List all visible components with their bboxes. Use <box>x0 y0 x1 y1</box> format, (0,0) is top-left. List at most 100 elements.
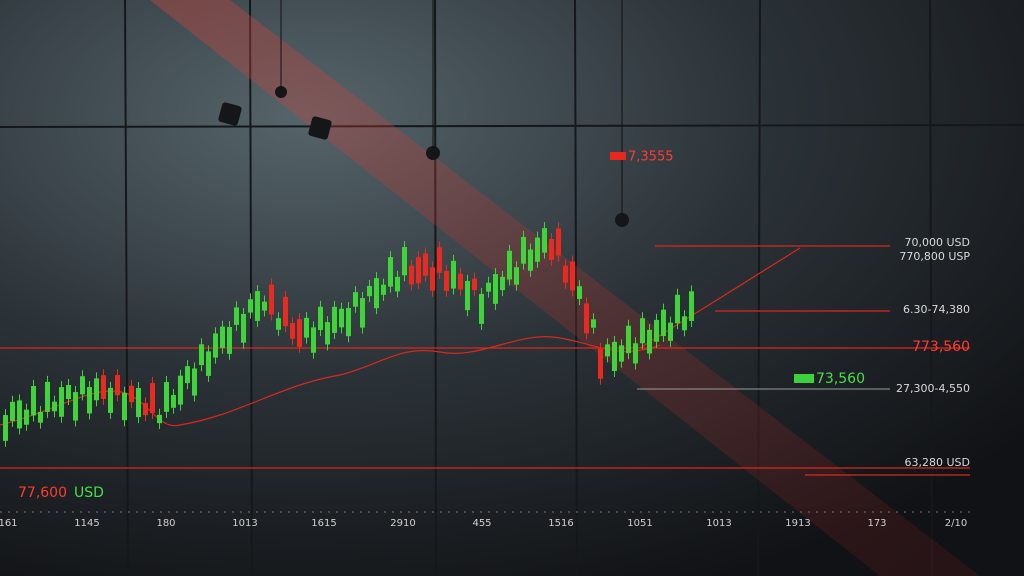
candle <box>45 381 50 412</box>
candle <box>31 386 36 416</box>
candle <box>150 383 155 413</box>
candle <box>374 278 379 309</box>
candle <box>24 409 29 425</box>
candle <box>262 301 267 311</box>
candle <box>101 375 106 399</box>
candle <box>563 265 568 283</box>
candle <box>192 368 197 396</box>
candle <box>178 375 183 405</box>
level-lines <box>0 245 970 476</box>
candle <box>199 344 204 366</box>
candle <box>577 286 582 300</box>
candle <box>10 401 15 421</box>
candle <box>430 267 435 291</box>
candle <box>423 253 428 276</box>
candle <box>395 276 400 292</box>
x-label: 161 <box>0 518 18 529</box>
x-label: 2/10 <box>945 518 967 529</box>
candle <box>269 284 274 315</box>
candle <box>570 261 575 291</box>
candle <box>675 294 680 324</box>
candle <box>626 325 631 354</box>
x-label: 180 <box>156 518 175 529</box>
candle <box>451 260 456 289</box>
candle <box>80 376 85 395</box>
candle <box>507 250 512 280</box>
candle <box>535 237 540 262</box>
candle <box>353 292 358 307</box>
candle <box>367 285 372 297</box>
candle <box>304 317 309 338</box>
candle <box>402 247 407 276</box>
level-label: 770,800 USP <box>899 250 970 263</box>
candle <box>122 392 127 421</box>
x-label: 1913 <box>785 518 810 529</box>
candle <box>458 273 463 290</box>
candle <box>66 384 71 399</box>
candle <box>255 291 260 321</box>
price-tag <box>794 374 814 383</box>
candle <box>311 327 316 353</box>
candle <box>542 228 547 253</box>
x-label: 455 <box>472 518 491 529</box>
x-label: 1013 <box>706 518 731 529</box>
level-label: 63,280 USD <box>905 456 971 469</box>
bottom-unit: USD <box>74 485 104 501</box>
candle <box>143 403 148 416</box>
candle <box>612 341 617 371</box>
candle <box>136 387 141 418</box>
candle <box>3 415 8 441</box>
candle <box>682 316 687 331</box>
candle <box>318 306 323 330</box>
candle <box>661 309 666 337</box>
candle <box>416 257 421 284</box>
candle <box>108 387 113 413</box>
candle <box>668 322 673 341</box>
candle <box>283 296 288 327</box>
candle <box>206 351 211 376</box>
candle <box>409 265 414 285</box>
level-label: 6.30-74,380 <box>903 303 970 316</box>
candle <box>549 239 554 260</box>
candle <box>654 319 659 342</box>
level-label: 27,300-4,550 <box>896 382 970 395</box>
candle <box>52 401 57 412</box>
candle <box>500 276 505 291</box>
candle <box>297 319 302 347</box>
candle <box>479 293 484 324</box>
candles <box>3 222 694 447</box>
candle <box>514 267 519 285</box>
candle <box>584 303 589 334</box>
candle <box>332 306 337 333</box>
x-label: 1516 <box>548 518 573 529</box>
candle <box>241 313 246 343</box>
candle <box>556 228 561 256</box>
candle <box>528 249 533 271</box>
candle <box>619 345 624 362</box>
candle <box>521 236 526 264</box>
level-label: 773,560 <box>912 339 970 355</box>
candle <box>640 318 645 344</box>
candle <box>437 247 442 273</box>
x-labels: 161 1145 180 1013 1615 2910 455 1516 1051 1013 191… <box>0 518 967 529</box>
candle <box>17 400 22 429</box>
candle <box>185 366 190 384</box>
x-label: 173 <box>867 518 886 529</box>
candle <box>87 387 92 414</box>
candle <box>381 284 386 295</box>
level-label: 70,000 USD <box>905 236 971 249</box>
candle <box>591 319 596 328</box>
candle <box>388 257 393 287</box>
candle <box>346 307 351 337</box>
candle <box>157 414 162 424</box>
candle <box>94 378 99 401</box>
candle <box>360 298 365 328</box>
candle <box>276 318 281 330</box>
candle <box>598 348 603 379</box>
candle <box>605 344 610 357</box>
candle <box>633 343 638 364</box>
top-price: 7,3555 <box>628 150 674 165</box>
